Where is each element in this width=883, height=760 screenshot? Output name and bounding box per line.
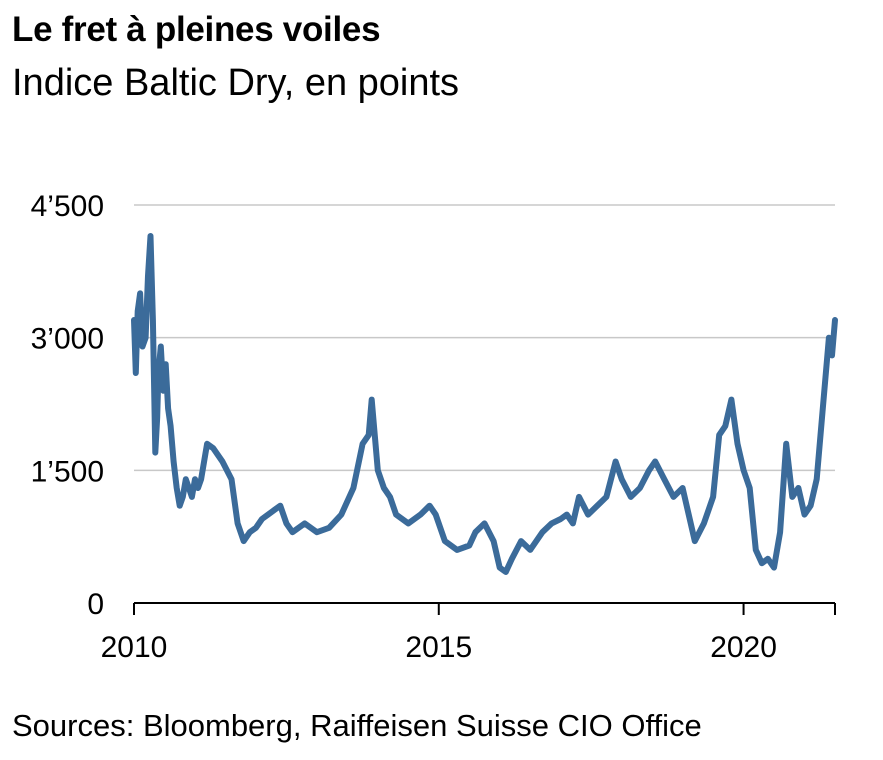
y-axis-tick-labels: 0 1’500 3’000 4’500 bbox=[31, 190, 104, 621]
gridlines bbox=[134, 204, 835, 472]
y-tick-label: 0 bbox=[87, 588, 104, 621]
x-tick-label: 2015 bbox=[405, 631, 472, 664]
chart-subtitle: Indice Baltic Dry, en points bbox=[12, 62, 460, 104]
y-tick-label: 4’500 bbox=[31, 190, 104, 223]
x-tick-label: 2010 bbox=[101, 631, 168, 664]
source-note: Sources: Bloomberg, Raiffeisen Suisse CI… bbox=[12, 708, 702, 743]
chart-title: Le fret à pleines voiles bbox=[12, 10, 381, 49]
y-tick-label: 1’500 bbox=[31, 455, 104, 488]
y-tick-label: 3’000 bbox=[31, 323, 104, 356]
x-axis-ticks: 2010 2015 2020 bbox=[101, 603, 836, 664]
x-tick-label: 2020 bbox=[710, 631, 777, 664]
series-line-baltic-dry bbox=[131, 233, 838, 575]
chart-area: 0 1’500 3’000 4’500 2010 2015 2020 bbox=[31, 190, 838, 664]
